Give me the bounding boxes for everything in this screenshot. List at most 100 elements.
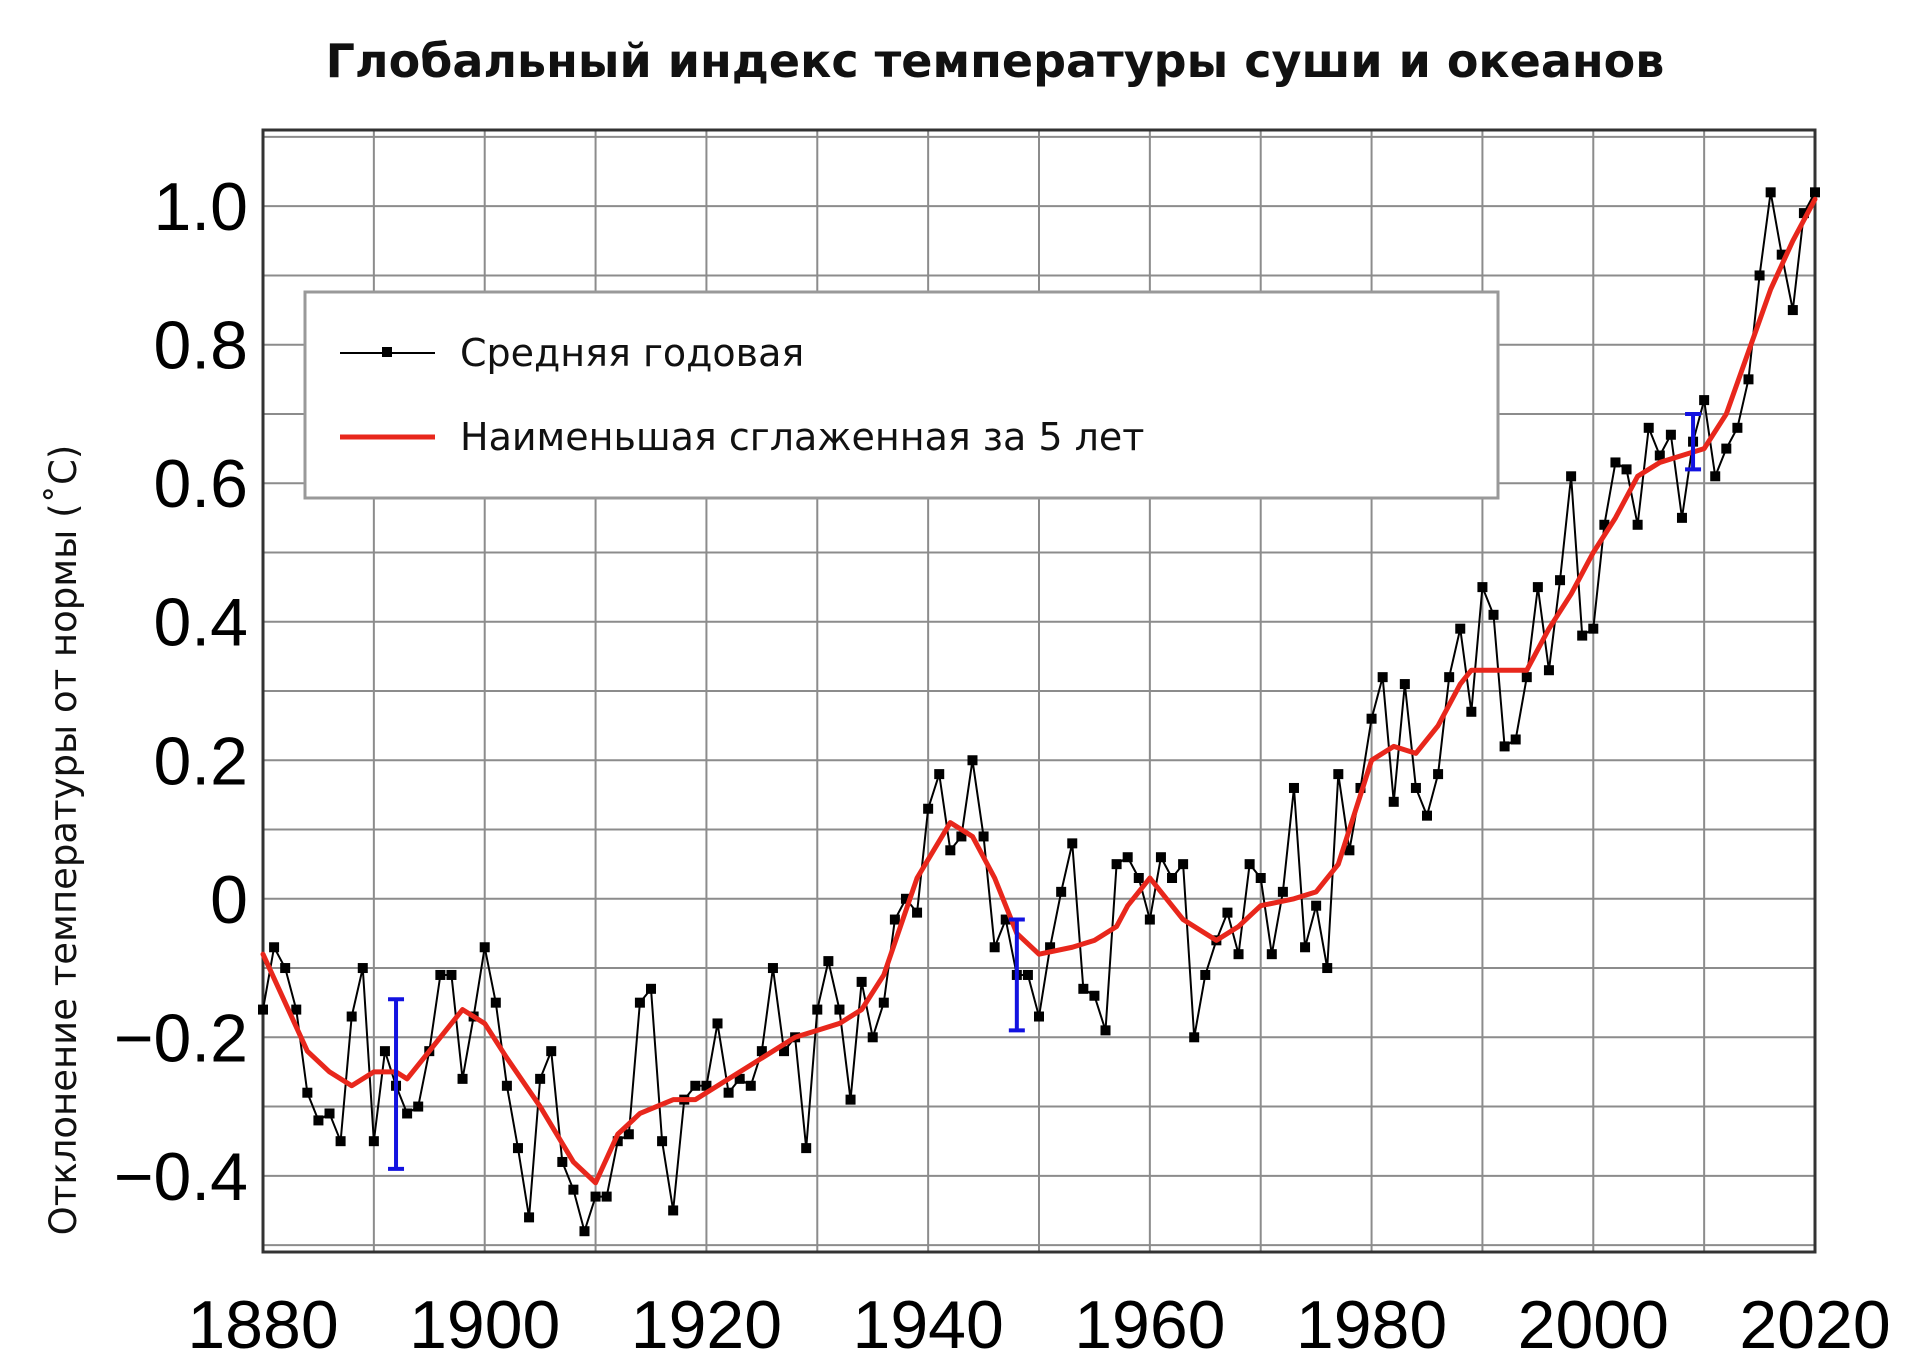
series-annual-point [1266, 949, 1277, 960]
series-annual-point [1654, 450, 1665, 461]
series-annual-point [1599, 519, 1610, 530]
y-tick-label: 1.0 [153, 169, 248, 245]
series-annual-point [269, 942, 280, 953]
series-annual-point [1000, 914, 1011, 925]
x-tick-label: 1900 [409, 1287, 560, 1363]
series-annual-point [1333, 769, 1344, 780]
series-annual-point [845, 1094, 856, 1105]
series-annual-point [634, 997, 645, 1008]
series-annual-point [1743, 374, 1754, 385]
series-annual-point [1721, 443, 1732, 454]
series-annual-point [1377, 672, 1388, 683]
series-annual-point [579, 1226, 590, 1237]
y-tick-label: 0.2 [153, 723, 248, 799]
series-annual-point [967, 755, 978, 766]
series-annual-point [501, 1080, 512, 1091]
y-tick-label: 0.6 [153, 446, 248, 522]
series-annual-point [357, 963, 368, 974]
series-annual-point [756, 1046, 767, 1057]
series-annual-point [1566, 471, 1577, 482]
y-tick-label: −0.2 [114, 1000, 248, 1076]
series-annual-point [1233, 949, 1244, 960]
series-annual-point [446, 969, 457, 980]
series-annual-point [812, 1004, 823, 1015]
y-tick-label: 0.8 [153, 308, 248, 384]
series-annual-point [668, 1205, 679, 1216]
series-annual-point [490, 997, 501, 1008]
series-annual-point [524, 1212, 535, 1223]
series-annual-point [900, 893, 911, 904]
x-tick-label: 1880 [187, 1287, 338, 1363]
legend: Средняя годовая Наименьшая сглаженная за… [303, 290, 1500, 500]
y-axis-label: Отклонение температуры от нормы (˚C) [42, 445, 85, 1236]
series-annual-point [1144, 914, 1155, 925]
series-annual-point [413, 1101, 424, 1112]
series-annual-point [1577, 630, 1588, 641]
x-tick-label: 1940 [853, 1287, 1004, 1363]
series-annual-point [379, 1046, 390, 1057]
series-annual-point [1189, 1032, 1200, 1043]
series-annual-point [280, 963, 291, 974]
series-annual-point [1100, 1025, 1111, 1036]
series-annual-point [734, 1073, 745, 1084]
series-annual-point [1244, 859, 1255, 870]
series-annual-point [723, 1087, 734, 1098]
series-annual-point [1155, 852, 1166, 863]
series-annual-point [1344, 845, 1355, 856]
series-annual-point [1200, 969, 1211, 980]
series-annual-point [1311, 900, 1322, 911]
plot-frame [261, 128, 1817, 1254]
series-annual-point [1422, 810, 1432, 821]
series-annual-point [1388, 796, 1399, 807]
series-annual-point [1732, 422, 1743, 433]
series-annual-point [1122, 852, 1133, 863]
series-annual-point [1455, 623, 1466, 634]
series-annual-point [934, 769, 945, 780]
series-annual-point [1399, 679, 1410, 690]
series-annual-point [801, 1143, 812, 1154]
series-annual-point [601, 1191, 612, 1202]
series-annual-point [623, 1129, 634, 1140]
series-annual-point [1610, 457, 1621, 468]
series-annual-point [1699, 395, 1710, 406]
series-annual-point [878, 997, 889, 1008]
series-annual-point [923, 803, 934, 814]
series-annual-point [1532, 582, 1543, 593]
series-annual-point [302, 1087, 313, 1098]
series-annual-point [335, 1136, 346, 1147]
x-tick-label: 1980 [1296, 1287, 1447, 1363]
series-annual-point [1787, 305, 1798, 316]
legend-box [303, 290, 1500, 500]
series-annual-point [1277, 886, 1288, 897]
data-layer [258, 187, 1820, 1237]
series-annual-point [1045, 942, 1056, 953]
x-tick-label: 1960 [1074, 1287, 1225, 1363]
series-annual-point [1466, 706, 1477, 717]
series-annual-point [435, 969, 446, 980]
series-annual-point [258, 1004, 268, 1015]
series-annual-point [1067, 838, 1078, 849]
series-annual-point [767, 963, 778, 974]
series-annual-point [912, 907, 923, 918]
series-annual-point [402, 1108, 413, 1119]
y-tick-label: −0.4 [114, 1139, 248, 1215]
series-annual-point [368, 1136, 379, 1147]
series-annual-point [989, 942, 1000, 953]
axis-layer: 1880 1900 1920 1940 1960 1980 2000 2020 −0.4 −0.2… [114, 128, 1891, 1363]
series-annual-point [1288, 782, 1299, 793]
series-annual-point [1034, 1011, 1044, 1022]
legend-label-smoothed: Наименьшая сглаженная за 5 лет [460, 415, 1144, 459]
series-annual-point [324, 1108, 335, 1119]
series-annual-point [1543, 665, 1554, 676]
chart-title: Глобальный индекс температуры суши и оке… [325, 34, 1665, 88]
series-annual-point [1300, 942, 1311, 953]
series-annual-point [1676, 512, 1687, 523]
series-annual-point [856, 976, 867, 987]
series-annual-point [867, 1032, 878, 1043]
series-annual-point [1621, 464, 1632, 475]
series-annual-point [479, 942, 490, 953]
series-annual-point [1521, 672, 1532, 683]
series-annual-point [1322, 963, 1333, 974]
series-annual-point [1178, 859, 1189, 870]
